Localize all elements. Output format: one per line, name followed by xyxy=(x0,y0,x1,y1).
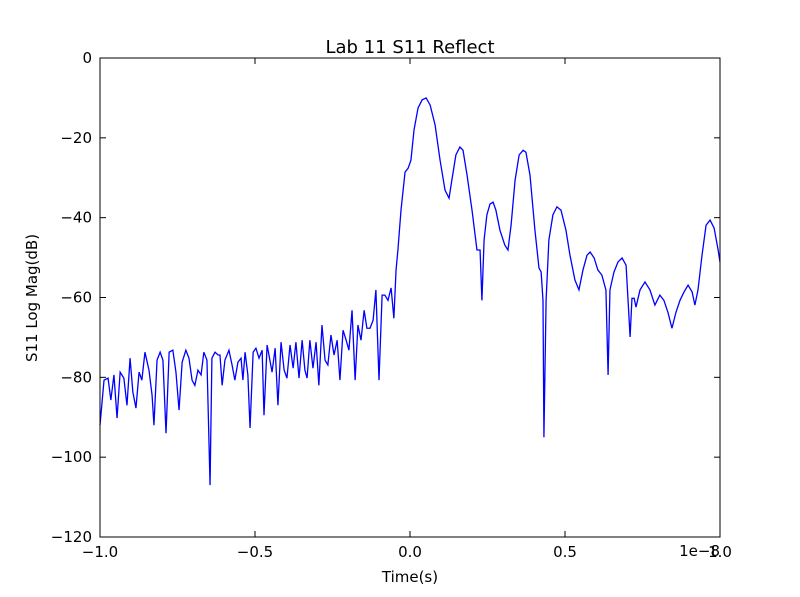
y-tick-label: −60 xyxy=(60,289,92,307)
x-tick-label: 0.0 xyxy=(398,543,422,561)
x-tick-label: 0.5 xyxy=(553,543,577,561)
y-tick-label: −100 xyxy=(51,448,92,466)
data-line xyxy=(99,97,721,486)
y-tick-label: −20 xyxy=(60,129,92,147)
plot-frame xyxy=(99,57,721,538)
y-axis-label: S11 Log Mag(dB) xyxy=(23,234,41,362)
chart-title: Lab 11 S11 Reflect xyxy=(325,37,494,58)
x-tick-label: −0.5 xyxy=(237,543,273,561)
x-tick-label: −1.0 xyxy=(82,543,118,561)
x-axis-label: Time(s) xyxy=(381,568,438,586)
x-offset-label: 1e−8 xyxy=(679,542,720,560)
plot-area: 0 −20 −40 −60 −80 −100 −120−1.0 −0.5 0.0 0.5 1.0 xyxy=(51,49,732,561)
y-tick-label: −80 xyxy=(60,368,92,386)
y-tick-label: −40 xyxy=(60,209,92,227)
y-tick-label: −120 xyxy=(51,528,92,546)
y-tick-label: 0 xyxy=(82,49,92,67)
x-tick-label: 1.0 xyxy=(708,543,732,561)
